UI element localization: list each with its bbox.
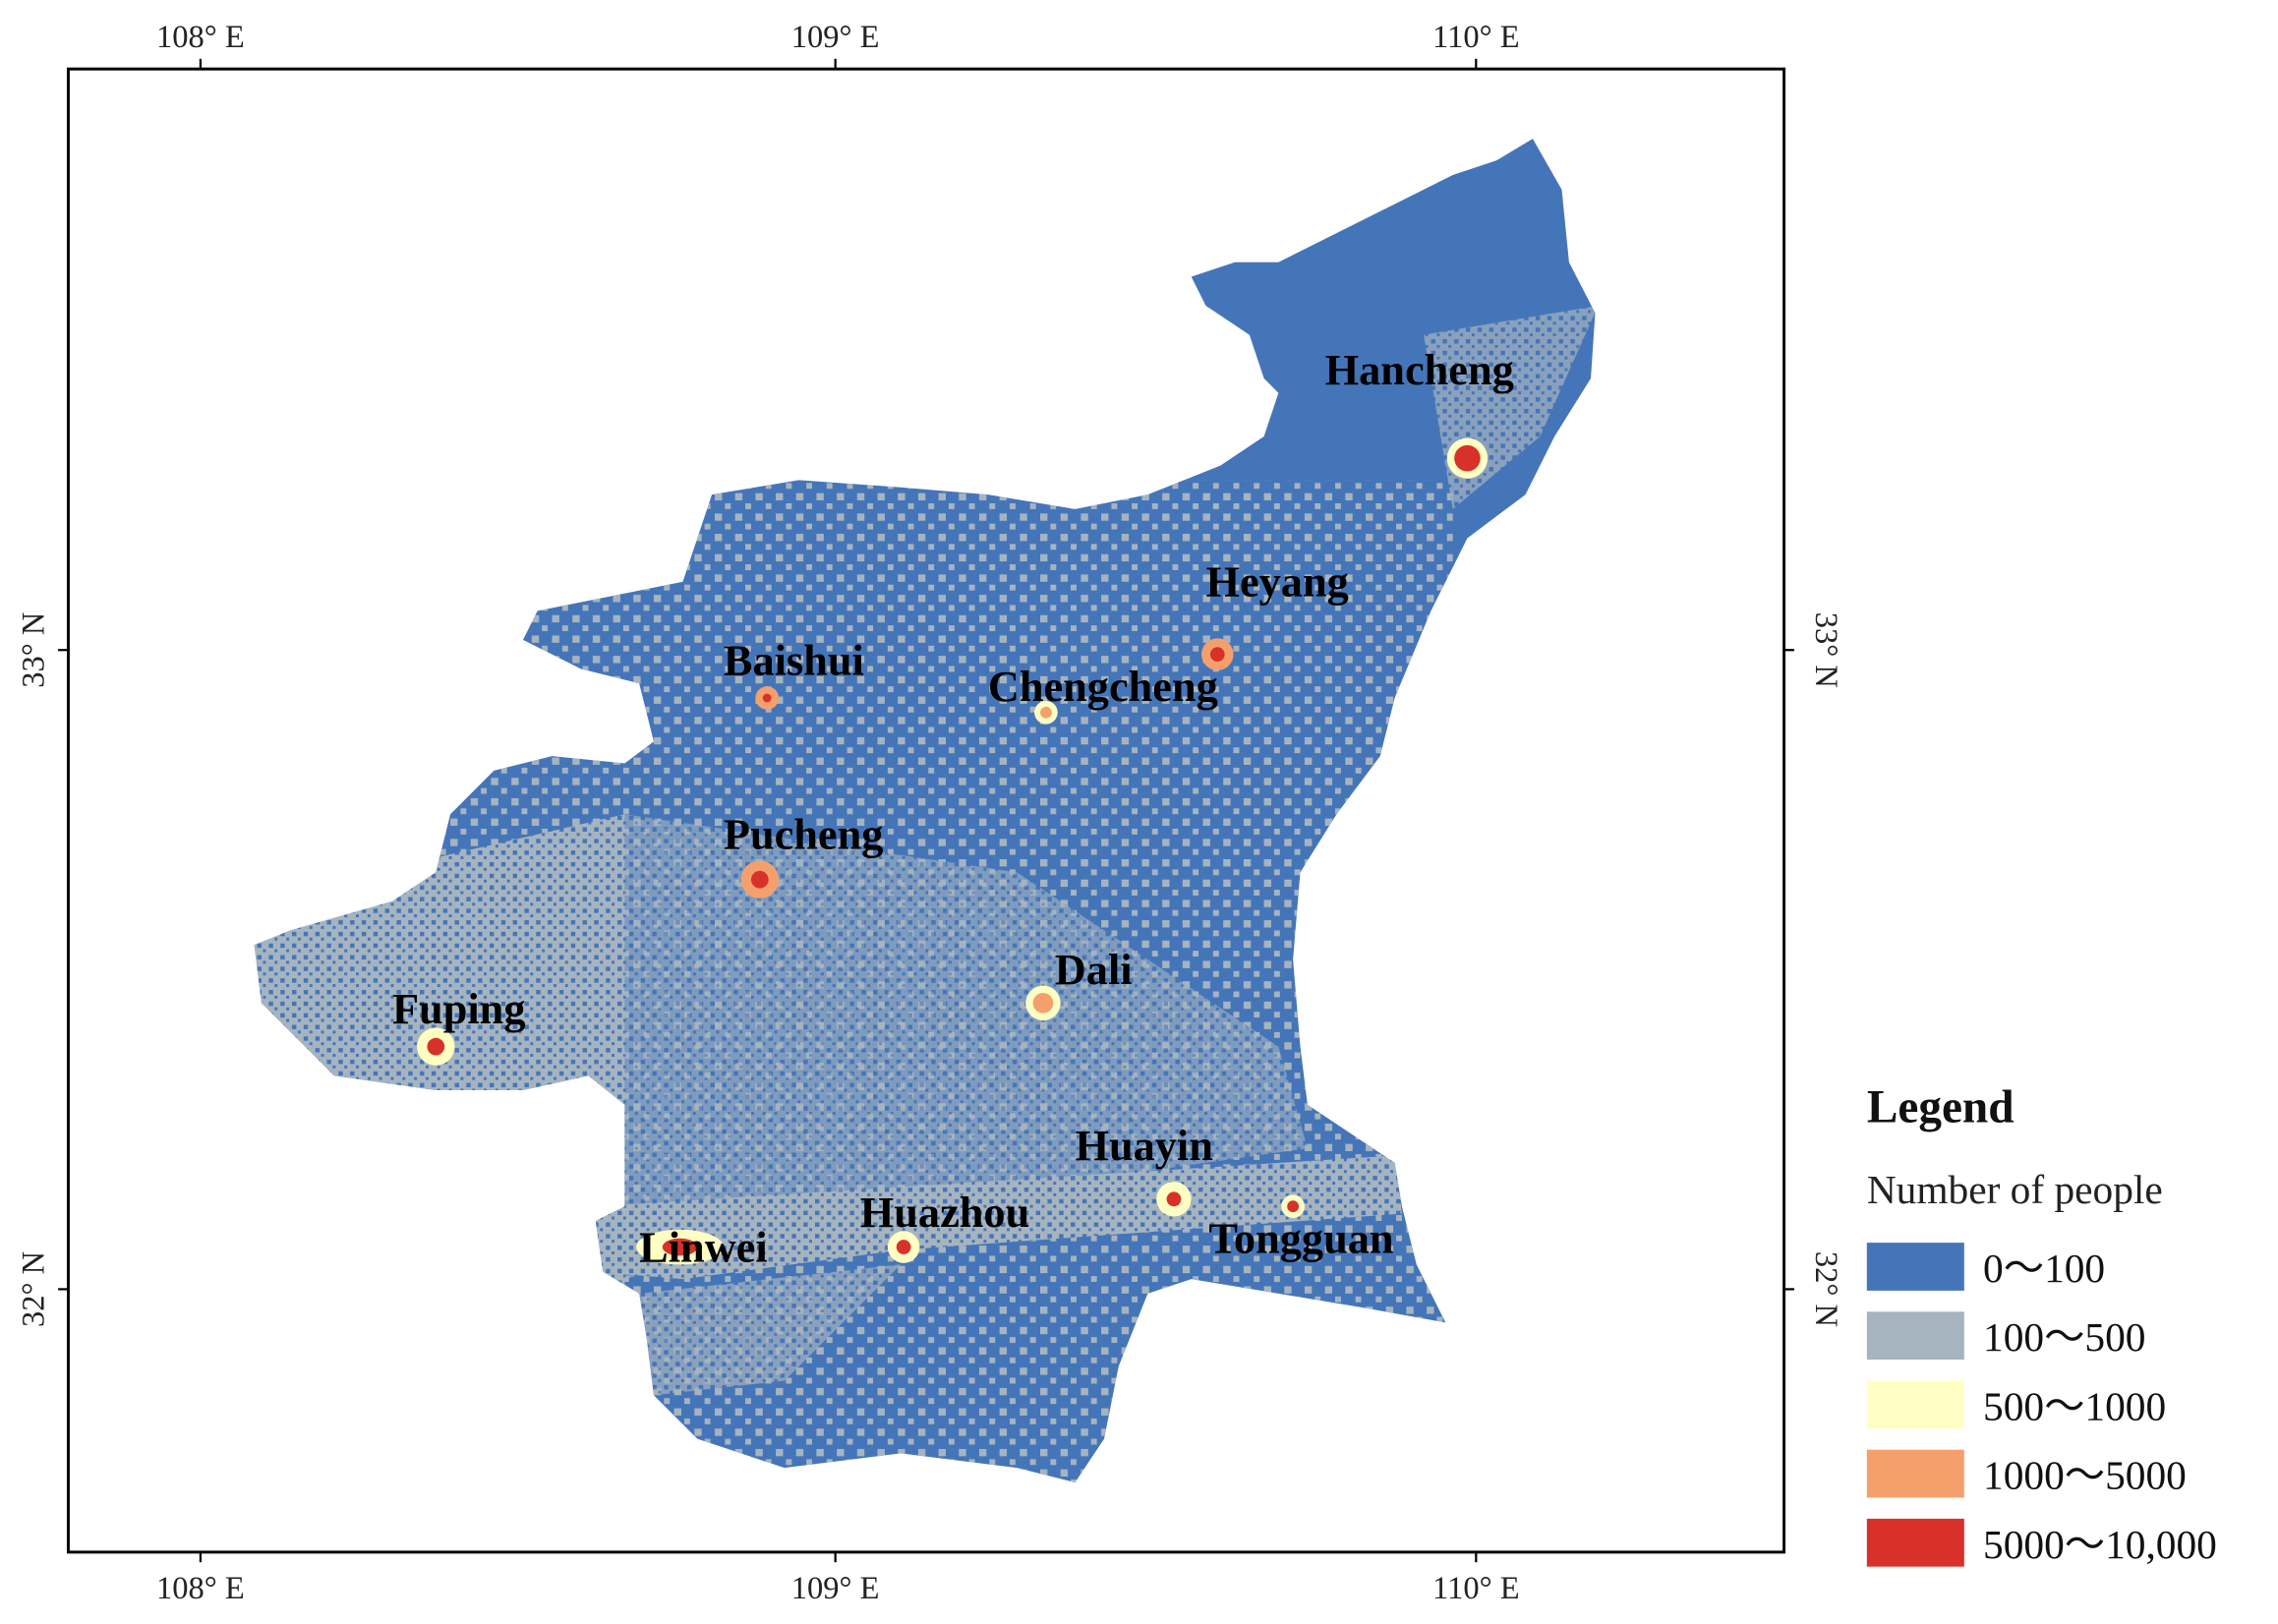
city-labels: Hancheng Heyang Baishui Chengcheng Puche… (392, 345, 1514, 1272)
legend-swatch (1866, 1311, 1964, 1361)
legend-label: 500～1000 (1983, 1383, 2166, 1428)
legend-label: 100～500 (1983, 1314, 2145, 1360)
lon-tick-label: 109° E (791, 1571, 880, 1606)
lon-tick-label: 110° E (1432, 20, 1520, 55)
city-label: Heyang (1205, 557, 1348, 607)
legend-swatch (1866, 1518, 1964, 1567)
city-label: Pucheng (724, 810, 884, 859)
lat-tick-label: 32° N (1808, 1251, 1843, 1327)
city-label: Huayin (1075, 1121, 1212, 1170)
legend-title: Legend (1867, 1081, 2015, 1132)
legend-subtitle: Number of people (1867, 1167, 2163, 1212)
lon-tick-label: 110° E (1432, 1571, 1520, 1606)
legend-swatch (1866, 1380, 1964, 1429)
city-label: Hancheng (1325, 345, 1514, 394)
city-label: Fuping (392, 984, 526, 1033)
lon-tick-label: 109° E (791, 20, 880, 55)
legend-swatch (1866, 1449, 1964, 1498)
lon-tick-label: 108° E (156, 1571, 245, 1606)
legend-label: 5000～10,000 (1983, 1522, 2217, 1567)
lat-tick-label: 32° N (16, 1251, 51, 1327)
lat-tick-label: 33° N (16, 612, 51, 688)
city-label: Chengcheng (988, 662, 1218, 711)
graticule-ticks (58, 58, 1794, 1563)
city-label: Baishui (724, 635, 864, 684)
lon-tick-label: 108° E (156, 20, 245, 55)
legend-label: 1000～5000 (1983, 1453, 2187, 1498)
legend-swatch (1866, 1243, 1964, 1291)
legend-label: 0～100 (1983, 1246, 2105, 1291)
city-label: Tongguan (1208, 1213, 1393, 1262)
city-label: Linwei (639, 1222, 768, 1271)
hotspots (417, 437, 1489, 1265)
legend: Legend Number of people 0～100 100～500 500～… (1866, 1081, 2217, 1567)
city-label: Dali (1055, 945, 1133, 994)
lat-tick-label: 33° N (1808, 612, 1843, 688)
city-label: Huazhou (860, 1188, 1029, 1237)
